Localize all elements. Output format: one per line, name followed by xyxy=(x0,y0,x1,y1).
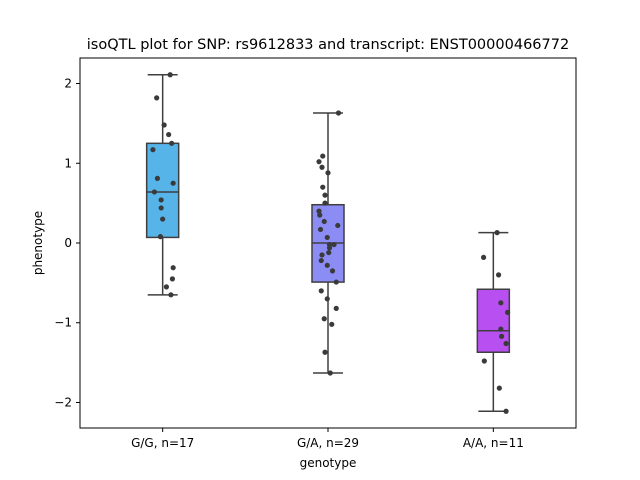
data-point xyxy=(170,265,176,271)
x-axis-label: genotype xyxy=(300,456,357,470)
data-point xyxy=(333,279,339,285)
data-point xyxy=(163,284,170,290)
data-point xyxy=(321,316,327,322)
data-point xyxy=(481,358,487,364)
data-point xyxy=(322,200,328,206)
data-point xyxy=(329,321,335,327)
data-point xyxy=(320,153,326,159)
x-tick-label: G/A, n=29 xyxy=(297,436,359,450)
data-point xyxy=(151,189,158,195)
y-tick-label: 0 xyxy=(64,236,72,250)
data-point xyxy=(150,147,156,153)
data-point xyxy=(318,257,324,264)
data-point xyxy=(319,164,325,170)
data-point xyxy=(170,180,176,186)
data-point xyxy=(167,72,173,78)
data-point xyxy=(498,326,504,332)
data-point xyxy=(317,226,324,233)
y-tick-label: −2 xyxy=(54,395,72,409)
data-point xyxy=(480,254,487,260)
data-point xyxy=(496,385,502,391)
data-point xyxy=(326,249,332,256)
data-point xyxy=(335,222,341,229)
y-tick-label: −1 xyxy=(54,316,72,330)
data-point xyxy=(322,192,328,198)
data-point xyxy=(329,268,336,274)
data-point xyxy=(160,216,166,222)
x-tick-label: A/A, n=11 xyxy=(463,436,524,450)
data-point xyxy=(154,95,160,101)
data-point xyxy=(157,234,164,240)
data-point xyxy=(495,272,502,278)
data-point xyxy=(158,205,164,211)
data-point xyxy=(498,333,505,339)
data-point xyxy=(335,110,342,116)
data-point xyxy=(319,252,325,258)
data-point xyxy=(318,288,324,294)
data-point xyxy=(494,230,500,236)
iqr-box xyxy=(145,142,180,239)
data-marks xyxy=(145,72,511,414)
data-point xyxy=(331,241,337,248)
data-point xyxy=(322,349,328,355)
data-point xyxy=(326,245,333,251)
data-point xyxy=(333,305,339,311)
data-point xyxy=(161,122,167,128)
data-point xyxy=(154,175,161,182)
x-tick-label: G/G, n=17 xyxy=(131,436,194,450)
data-point xyxy=(325,170,331,176)
data-point xyxy=(324,234,330,241)
data-point xyxy=(158,197,164,203)
data-point xyxy=(321,218,327,225)
y-tick-label: 1 xyxy=(64,156,72,170)
data-point xyxy=(498,300,504,306)
data-point xyxy=(316,208,322,214)
y-tick-label: 2 xyxy=(64,77,72,91)
data-point xyxy=(166,131,172,138)
data-point xyxy=(169,276,176,282)
data-point xyxy=(324,262,330,268)
data-point xyxy=(169,140,175,146)
plot-frame xyxy=(79,57,577,429)
data-point xyxy=(324,296,330,302)
data-point xyxy=(316,159,322,165)
y-axis-label: phenotype xyxy=(31,211,45,275)
axes: 2 1 0 −1 −2 G/G, n=17 G/A, n=29 A/A, n=11 xyxy=(54,77,524,450)
data-point xyxy=(168,292,174,298)
data-point xyxy=(317,212,323,218)
data-point xyxy=(503,408,509,414)
data-point xyxy=(504,309,511,315)
chart-title: isoQTL plot for SNP: rs9612833 and trans… xyxy=(87,37,569,53)
box-group xyxy=(476,231,511,413)
data-point xyxy=(320,184,326,190)
data-point xyxy=(327,370,333,376)
iqr-box xyxy=(476,288,511,353)
data-point xyxy=(503,340,509,347)
